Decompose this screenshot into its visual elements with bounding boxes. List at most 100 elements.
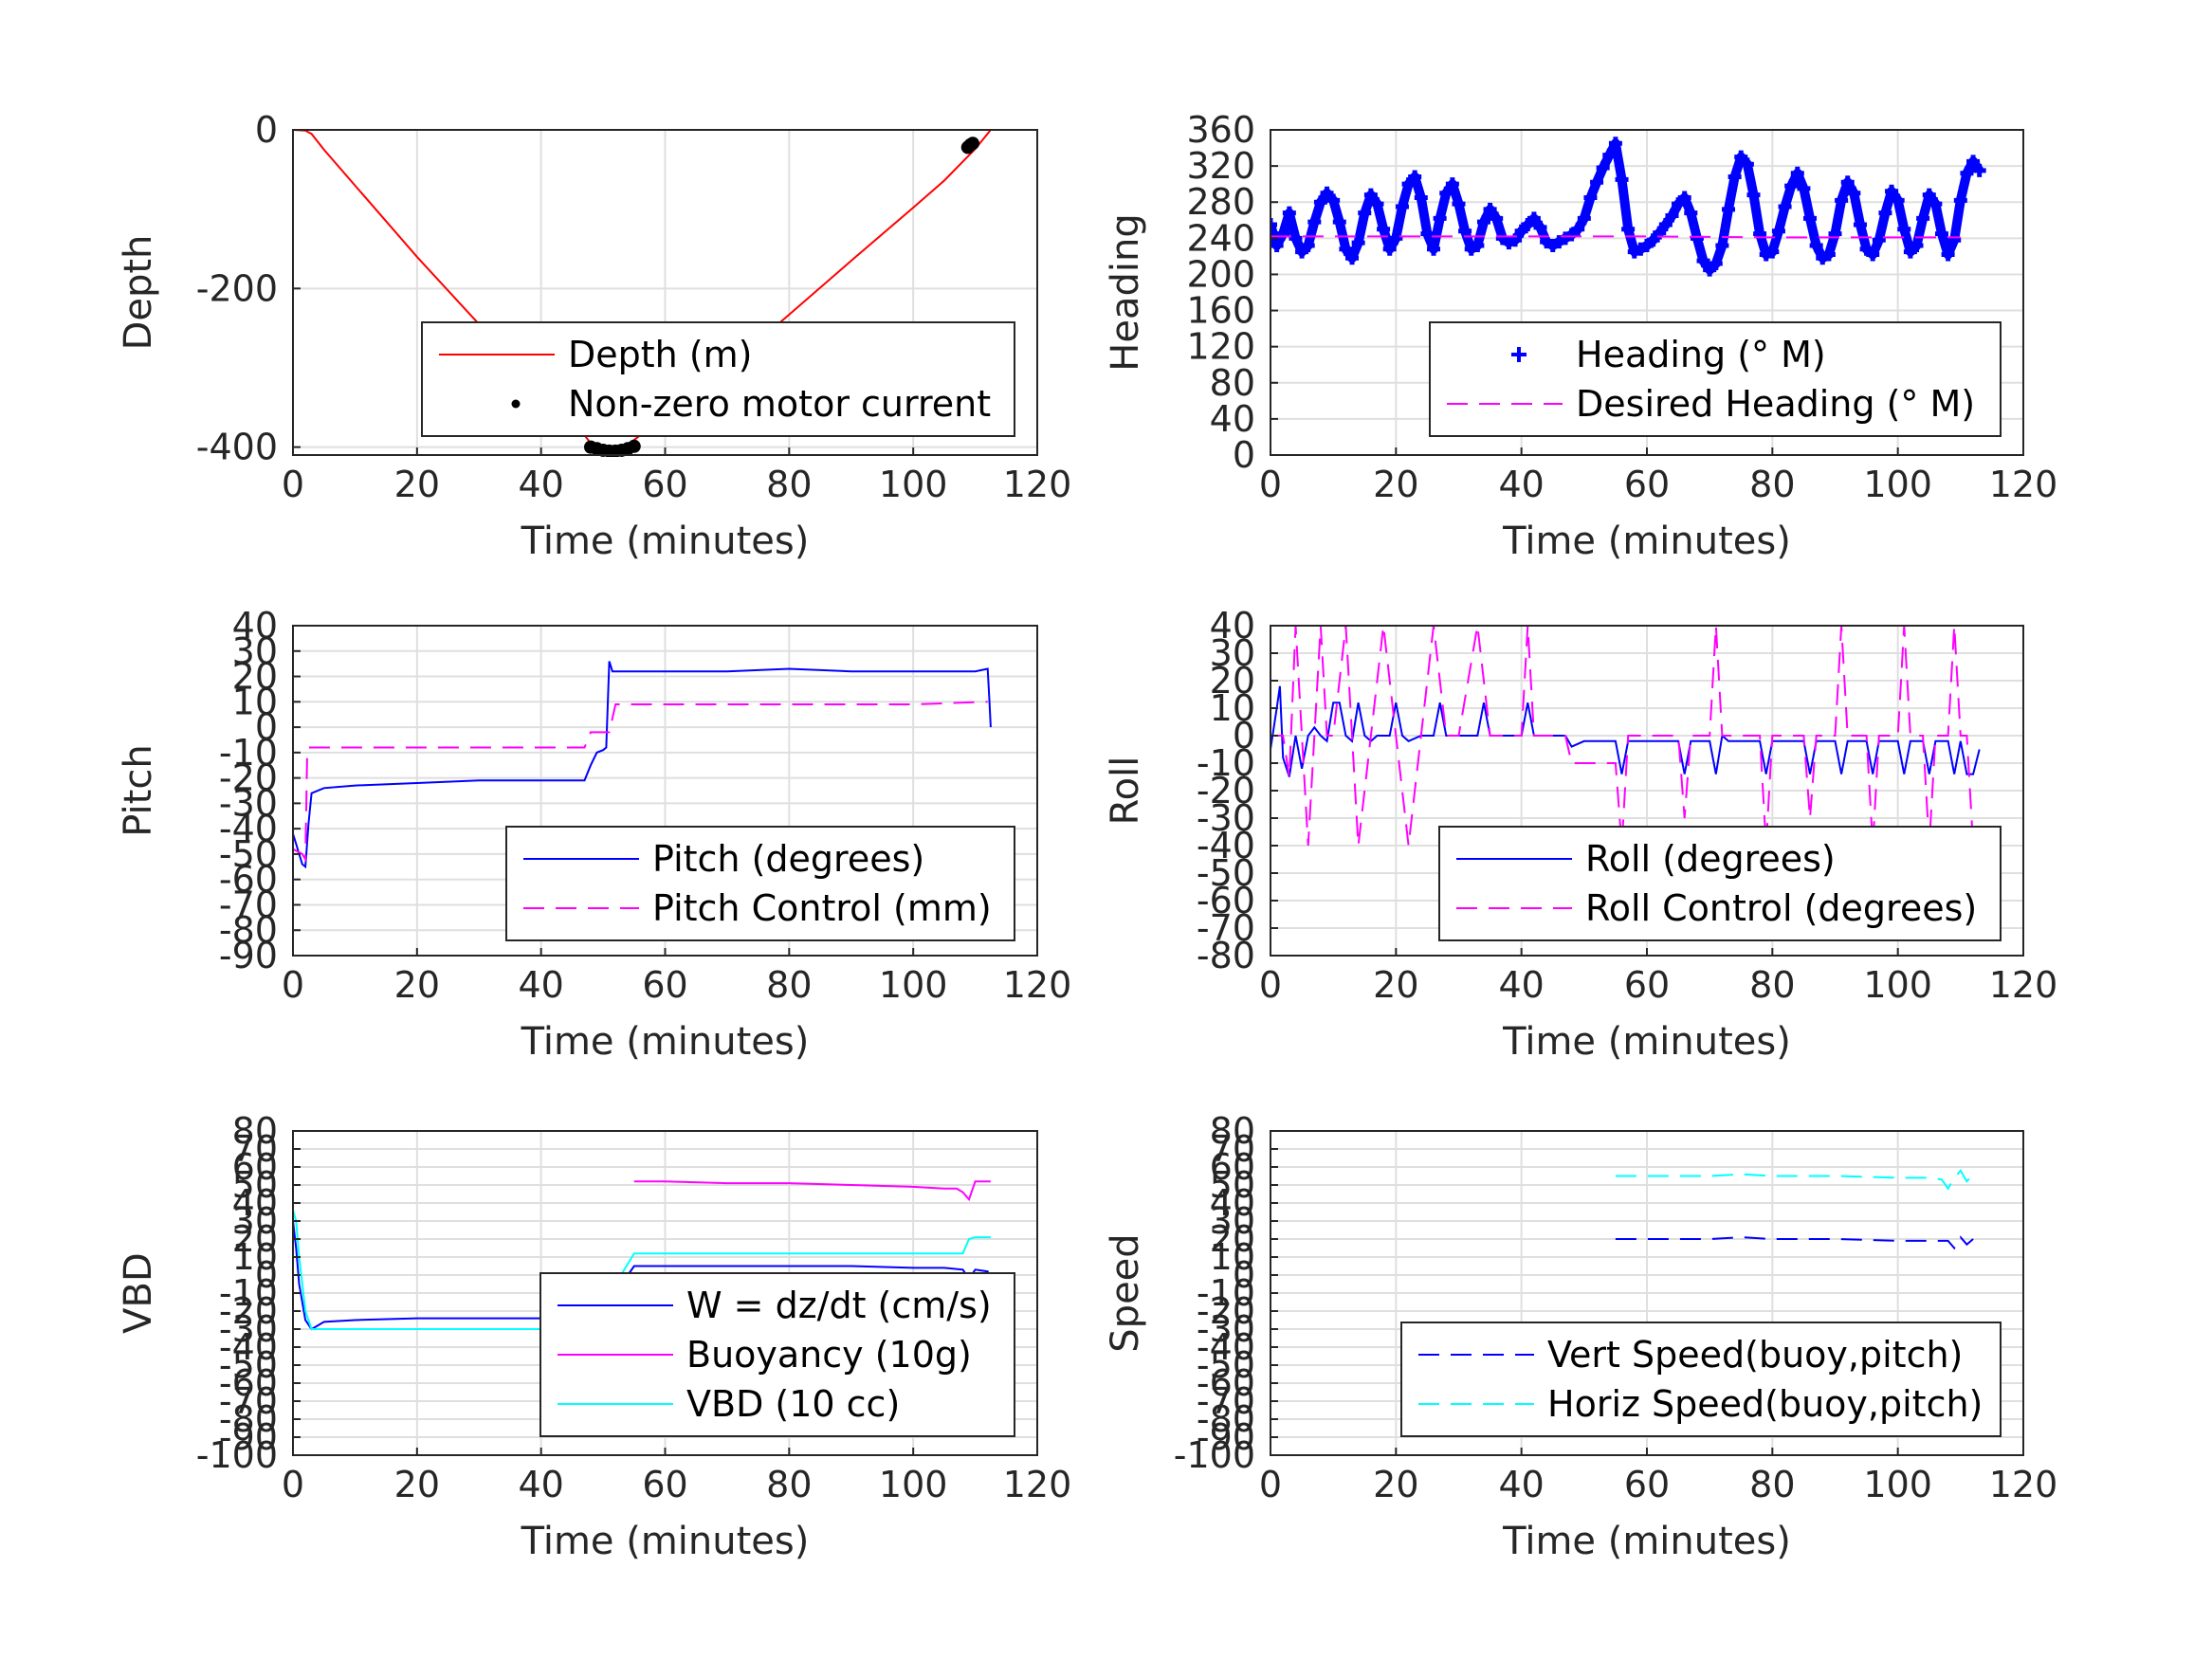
x-tick-label: 80 [1749,1464,1795,1505]
x-tick-label: 0 [282,964,304,1006]
legend-label: Heading (° M) [1576,334,1826,375]
y-tick-label: -50 [219,1344,278,1386]
y-tick-label: -30 [219,782,278,824]
data-point [965,137,979,151]
legend: W = dz/dt (cm/s) Buoyancy (10g) VBD (10 cc… [539,1272,1015,1437]
y-tick-label: -80 [1197,1398,1255,1440]
y-tick-label: -70 [1197,907,1255,949]
x-axis-label: Time (minutes) [521,520,810,563]
x-tick-label: 120 [1003,964,1072,1006]
y-tick-label: -10 [219,1272,278,1314]
chart-panel-3: 0 20 40 60 80 100 120-90-80-70-60-50-40-30-20-… [117,605,1071,1064]
x-tick-label: 80 [766,964,812,1006]
y-tick-label: 10 [232,1236,278,1278]
y-tick-label: 0 [1233,1254,1255,1296]
legend-box [1429,321,2002,437]
legend-label: Depth (m) [568,334,753,375]
y-tick-label: 50 [1210,1164,1255,1206]
x-tick-label: 120 [1989,464,2058,505]
y-axis-label: Speed [1104,1233,1147,1352]
x-tick-label: 20 [1373,964,1418,1006]
y-tick-label: 40 [1210,398,1255,440]
y-tick-label: -50 [1197,852,1255,894]
x-tick-label: 80 [766,1464,812,1505]
y-tick-label: 0 [255,706,278,748]
y-axis-label: Heading [1104,213,1147,371]
y-tick-label: -90 [1197,1416,1255,1458]
y-tick-label: -10 [219,732,278,774]
y-tick-label: -80 [219,909,278,951]
x-tick-label: 100 [1863,464,1932,505]
y-tick-label: 40 [232,1182,278,1224]
y-tick-label: -20 [1197,770,1255,811]
y-tick-label: -400 [196,427,278,468]
y-tick-label: -90 [219,1416,278,1458]
y-tick-label: -30 [219,1308,278,1350]
x-tick-label: 120 [1989,1464,2058,1505]
y-tick-label: -60 [1197,1362,1255,1404]
y-tick-label: 0 [1233,715,1255,757]
y-tick-label: -40 [1197,825,1255,866]
y-axis-label: Pitch [117,744,160,836]
y-tick-label: 280 [1186,181,1255,223]
y-tick-label: -10 [1197,742,1255,784]
y-tick-label: -40 [219,1326,278,1368]
series-layer [1615,1169,1974,1250]
y-tick-label: 10 [232,681,278,722]
y-tick-label: -10 [1197,1272,1255,1314]
legend: Heading (° M) Desired Heading (° M) [1429,321,2002,437]
x-tick-label: 80 [1749,964,1795,1006]
data-point [627,439,641,453]
legend-box [1438,826,2002,941]
x-tick-label: 0 [282,1464,304,1505]
legend: Pitch (degrees) Pitch Control (mm) [505,826,1015,941]
x-tick-label: 120 [1003,1464,1072,1505]
x-tick-label: 20 [1373,464,1418,505]
x-tick-label: 40 [518,1464,563,1505]
legend-label: Desired Heading (° M) [1576,383,1975,425]
x-axis-label: Time (minutes) [521,1520,810,1563]
chart-panel-4: 0 20 40 60 80 100 120-80-70-60-50-40-30-20-100… [1104,605,2057,1064]
y-tick-label: -200 [196,267,278,309]
y-tick-label: 20 [1210,1218,1255,1260]
legend-box [421,321,1015,437]
legend-marker [1511,347,1526,362]
x-tick-label: 60 [642,1464,687,1505]
y-tick-label: -70 [1197,1380,1255,1422]
y-tick-label: 20 [1210,660,1255,702]
y-tick-label: 70 [1210,1128,1255,1170]
y-tick-label: 0 [1233,434,1255,476]
y-tick-label: 30 [1210,1200,1255,1242]
legend-label: Vert Speed(buoy,pitch) [1547,1334,1963,1376]
chart-panel-1: 0 20 40 60 80 100 120 -400 -200 0 Time (minutes) De… [117,109,1071,563]
y-tick-label: -50 [1197,1344,1255,1386]
x-tick-label: 100 [1863,964,1932,1006]
y-tick-label: 20 [232,656,278,698]
x-tick-label: 0 [1259,964,1282,1006]
y-tick-label: 60 [1210,1146,1255,1188]
x-tick-label: 60 [1624,1464,1670,1505]
y-tick-label: -70 [219,1380,278,1422]
y-tick-label: 120 [1186,326,1255,368]
y-tick-label: 30 [232,1200,278,1242]
x-tick-label: 20 [394,964,440,1006]
x-tick-label: 20 [1373,1464,1418,1505]
series-layer [293,129,992,457]
series-layer [293,661,992,869]
x-axis-label: Time (minutes) [521,1020,810,1064]
x-tick-label: 80 [766,464,812,505]
y-axis-label: Roll [1104,757,1147,826]
x-tick-label: 20 [394,464,440,505]
y-tick-label: -50 [219,833,278,875]
y-tick-label: 320 [1186,145,1255,187]
y-axis-label: VBD [117,1252,160,1334]
y-tick-label: -60 [1197,880,1255,921]
legend-label: Non-zero motor current [568,383,991,425]
x-tick-label: 0 [282,464,304,505]
y-tick-label: -100 [1174,1434,1255,1476]
y-tick-label: 10 [1210,1236,1255,1278]
series-layer [1271,625,1981,874]
y-tick-label: -60 [219,1362,278,1404]
x-tick-label: 80 [1749,464,1795,505]
